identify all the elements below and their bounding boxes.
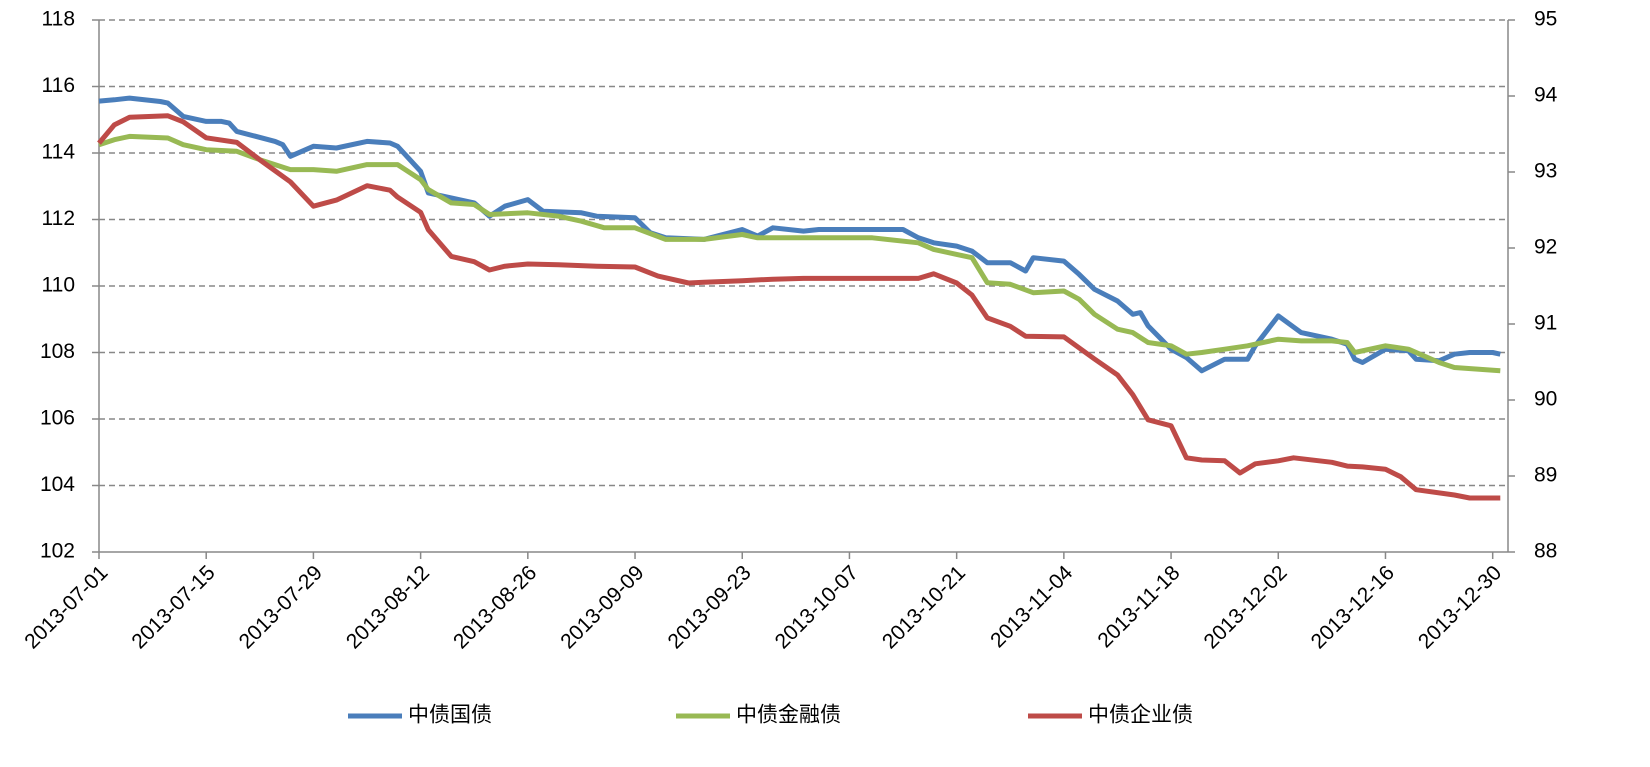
x-tick-label: 2013-12-30 <box>1414 561 1506 653</box>
x-tick-label: 2013-07-15 <box>127 561 219 653</box>
series-line <box>98 95 1501 374</box>
y-tick-label: 112 <box>42 207 75 230</box>
y-tick-label: 106 <box>40 407 75 430</box>
y2-tick-label: 95 <box>1534 8 1557 31</box>
x-tick-label: 2013-07-29 <box>235 561 327 653</box>
x-tick-label: 2013-07-01 <box>20 561 112 653</box>
x-tick-label: 2013-12-02 <box>1200 561 1292 653</box>
x-tick-label: 2013-11-18 <box>1093 561 1184 652</box>
y-tick-label: 104 <box>40 473 75 496</box>
y-tick-label: 110 <box>42 274 75 297</box>
y-tick-label: 118 <box>42 8 75 31</box>
x-tick-label: 2013-09-23 <box>663 561 755 653</box>
series-line <box>98 133 1501 374</box>
x-tick-label: 2013-12-16 <box>1307 561 1399 653</box>
legend-label: 中债企业债 <box>1088 704 1193 727</box>
y2-tick-label: 88 <box>1534 540 1557 563</box>
y2-tick-label: 91 <box>1534 312 1557 335</box>
y2-tick-label: 92 <box>1534 236 1557 259</box>
x-tick-label: 2013-11-04 <box>986 561 1077 652</box>
y-tick-label: 102 <box>40 540 75 563</box>
legend-label: 中债国债 <box>408 704 492 727</box>
x-tick-label: 2013-08-26 <box>449 561 541 653</box>
y2-tick-label: 93 <box>1534 160 1557 183</box>
x-tick-label: 2013-08-12 <box>342 561 434 653</box>
legend-label: 中债金融债 <box>736 704 841 727</box>
y2-tick-label: 89 <box>1534 464 1557 487</box>
y-tick-label: 114 <box>42 141 76 164</box>
y-tick-label: 108 <box>40 340 75 363</box>
x-tick-label: 2013-10-21 <box>878 561 970 653</box>
y2-tick-label: 90 <box>1534 388 1557 411</box>
series-line <box>97 113 1501 501</box>
y-tick-label: 116 <box>42 74 75 97</box>
x-tick-label: 2013-10-07 <box>771 561 863 653</box>
y2-tick-label: 94 <box>1534 84 1558 107</box>
x-tick-label: 2013-09-09 <box>556 561 648 653</box>
